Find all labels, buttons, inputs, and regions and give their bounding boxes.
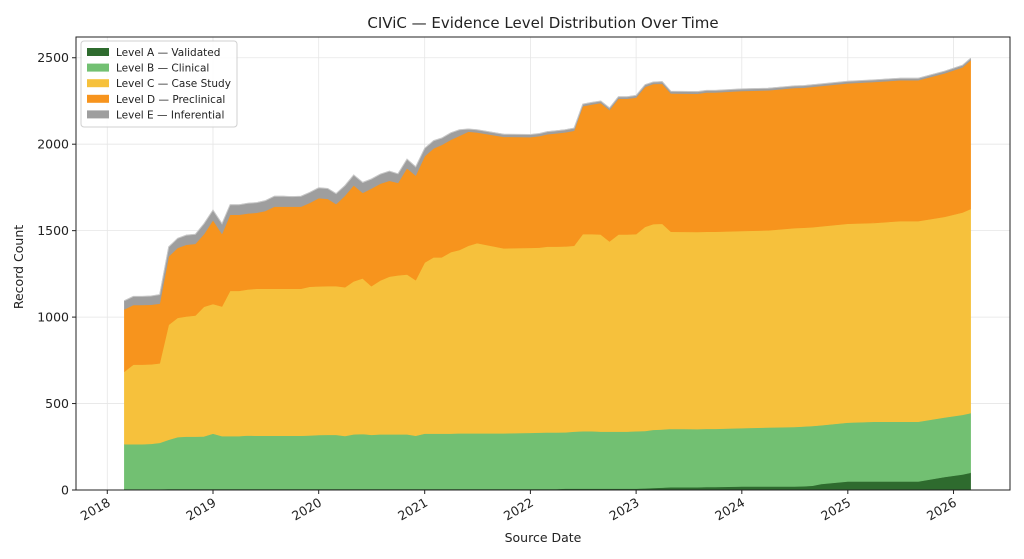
- y-tick-label: 2500: [37, 50, 69, 65]
- legend-swatch: [87, 48, 109, 56]
- legend-label: Level E — Inferential: [116, 109, 224, 121]
- y-tick-label: 0: [61, 483, 69, 498]
- legend-swatch: [87, 79, 109, 88]
- area-top-outline: [124, 57, 971, 302]
- legend-swatch: [87, 110, 109, 119]
- area-series: [124, 57, 971, 491]
- legend: Level A — Validated Level B — Clinical Lev…: [80, 40, 238, 128]
- y-tick-label: 500: [45, 396, 69, 411]
- y-axis-label: Record Count: [11, 225, 26, 309]
- legend-label: Level A — Validated: [116, 47, 220, 59]
- chart-title: CIViC — Evidence Level Distribution Over…: [367, 14, 718, 32]
- legend-swatch: [87, 94, 109, 103]
- legend-label: Level B — Clinical: [116, 63, 209, 75]
- legend-swatch: [87, 63, 109, 72]
- x-axis-label: Source Date: [505, 530, 582, 545]
- y-tick-label: 1500: [37, 223, 69, 238]
- plot-frame: [75, 36, 1011, 491]
- y-tick-label: 2000: [37, 137, 69, 152]
- legend-box: [80, 40, 238, 128]
- y-tick-label: 1000: [37, 310, 69, 325]
- legend-label: Level C — Case Study: [116, 78, 231, 90]
- legend-label: Level D — Preclinical: [116, 94, 225, 106]
